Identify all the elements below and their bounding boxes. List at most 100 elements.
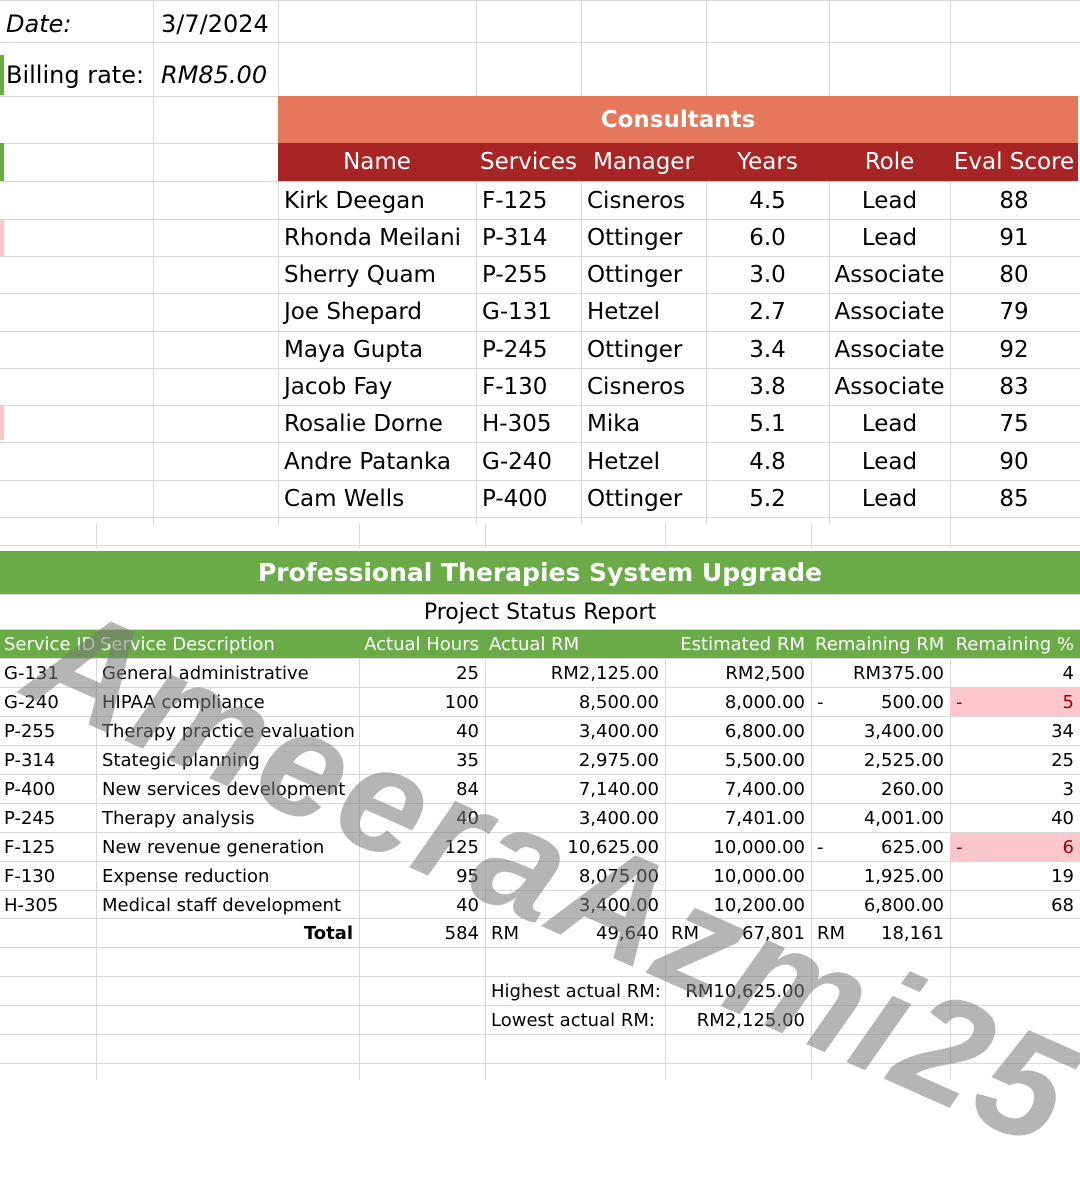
estimated-rm[interactable]: 8,000.00 — [724, 691, 805, 713]
consultants-cell[interactable]: Ottinger — [587, 262, 683, 289]
remaining-pct[interactable]: 68 — [1051, 894, 1074, 916]
service-id[interactable]: F-130 — [4, 865, 56, 887]
remaining-rm[interactable]: 6,800.00 — [863, 894, 944, 916]
actual-hours[interactable]: 40 — [456, 894, 479, 916]
service-description[interactable]: Stategic planning — [102, 749, 260, 771]
consultants-cell[interactable]: Sherry Quam — [284, 262, 436, 289]
actual-hours[interactable]: 40 — [456, 807, 479, 829]
actual-rm[interactable]: 8,500.00 — [578, 691, 659, 713]
remaining-rm[interactable]: 4,001.00 — [863, 807, 944, 829]
actual-rm[interactable]: 3,400.00 — [578, 720, 659, 742]
consultants-cell[interactable]: Ottinger — [587, 336, 683, 363]
actual-rm[interactable]: 10,625.00 — [567, 836, 659, 858]
consultants-cell[interactable]: 4.8 — [749, 448, 786, 475]
consultants-col-header[interactable]: Manager — [581, 143, 706, 181]
remaining-pct[interactable]: 6 — [980, 833, 1080, 861]
consultants-cell[interactable]: 88 — [999, 187, 1029, 214]
total-hours[interactable]: 584 — [444, 922, 479, 944]
consultants-cell[interactable]: Maya Gupta — [284, 336, 424, 363]
remaining-rm[interactable]: 625.00 — [881, 836, 944, 858]
service-description[interactable]: New revenue generation — [102, 836, 325, 858]
remaining-rm[interactable]: 2,525.00 — [863, 749, 944, 771]
estimated-rm[interactable]: 6,800.00 — [724, 720, 805, 742]
consultants-cell[interactable]: F-130 — [482, 374, 548, 400]
service-id[interactable]: P-400 — [4, 778, 56, 800]
actual-hours[interactable]: 100 — [444, 691, 479, 713]
consultants-cell[interactable]: Kirk Deegan — [284, 187, 425, 214]
consultants-cell[interactable]: Rhonda Meilani — [284, 224, 462, 251]
project-col-header[interactable]: Service ID — [0, 630, 96, 658]
consultants-cell[interactable]: Lead — [861, 224, 918, 251]
actual-hours[interactable]: 40 — [456, 720, 479, 742]
date-value[interactable]: 3/7/2024 — [161, 10, 269, 38]
remaining-rm[interactable]: 260.00 — [881, 778, 944, 800]
consultants-cell[interactable]: Lead — [861, 411, 918, 438]
consultants-cell[interactable]: Cisneros — [587, 187, 686, 214]
remaining-pct[interactable]: 3 — [1062, 778, 1074, 800]
consultants-cell[interactable]: 83 — [999, 374, 1029, 400]
consultants-cell[interactable]: 79 — [999, 299, 1029, 326]
lowest-actual-value[interactable]: RM2,125.00 — [696, 1009, 805, 1031]
consultants-col-header[interactable]: Years — [706, 143, 829, 181]
actual-rm[interactable]: 3,400.00 — [578, 807, 659, 829]
service-description[interactable]: HIPAA compliance — [102, 691, 265, 713]
consultants-cell[interactable]: 92 — [999, 336, 1029, 363]
consultants-cell[interactable]: Ottinger — [587, 224, 683, 251]
consultants-cell[interactable]: P-245 — [482, 336, 548, 363]
consultants-col-header[interactable]: Role — [829, 143, 950, 181]
total-estimated[interactable]: 67,801 — [742, 922, 805, 944]
consultants-cell[interactable]: 3.4 — [749, 336, 786, 363]
consultants-cell[interactable]: Associate — [834, 374, 945, 400]
estimated-rm[interactable]: 7,401.00 — [724, 807, 805, 829]
consultants-cell[interactable]: 90 — [999, 448, 1029, 475]
consultants-cell[interactable]: H-305 — [482, 411, 552, 438]
actual-rm[interactable]: 3,400.00 — [578, 894, 659, 916]
consultants-cell[interactable]: Cisneros — [587, 374, 686, 400]
consultants-cell[interactable]: Lead — [861, 187, 918, 214]
consultants-cell[interactable]: 4.5 — [749, 187, 786, 214]
actual-rm[interactable]: 2,975.00 — [578, 749, 659, 771]
consultants-cell[interactable]: G-240 — [482, 448, 553, 475]
consultants-cell[interactable]: 5.1 — [749, 411, 786, 438]
consultants-cell[interactable]: Cam Wells — [284, 485, 405, 512]
service-description[interactable]: Medical staff development — [102, 894, 342, 916]
remaining-rm[interactable]: 1,925.00 — [863, 865, 944, 887]
remaining-rm[interactable]: RM375.00 — [852, 662, 944, 684]
consultants-cell[interactable]: Associate — [834, 299, 945, 326]
project-col-header[interactable]: Actual RM — [485, 630, 665, 658]
consultants-col-header[interactable]: Eval Score — [950, 143, 1078, 181]
service-id[interactable]: P-314 — [4, 749, 56, 771]
consultants-col-header[interactable]: Name — [278, 143, 476, 181]
consultants-cell[interactable]: Mika — [587, 411, 641, 438]
consultants-cell[interactable]: Lead — [861, 448, 918, 475]
estimated-rm[interactable]: 7,400.00 — [724, 778, 805, 800]
service-id[interactable]: F-125 — [4, 836, 56, 858]
consultants-cell[interactable]: P-255 — [482, 262, 548, 289]
consultants-cell[interactable]: Ottinger — [587, 485, 683, 512]
consultants-cell[interactable]: Jacob Fay — [284, 374, 393, 400]
consultants-cell[interactable]: Associate — [834, 336, 945, 363]
actual-hours[interactable]: 25 — [456, 662, 479, 684]
estimated-rm[interactable]: RM2,500 — [725, 662, 805, 684]
remaining-pct[interactable]: 5 — [980, 688, 1080, 716]
estimated-rm[interactable]: 10,000.00 — [713, 865, 805, 887]
consultants-col-header[interactable]: Services — [476, 143, 581, 181]
service-id[interactable]: G-240 — [4, 691, 59, 713]
consultants-cell[interactable]: Rosalie Dorne — [284, 411, 443, 438]
consultants-cell[interactable]: Joe Shepard — [284, 299, 422, 326]
project-col-header[interactable]: Estimated RM — [665, 630, 811, 658]
remaining-pct[interactable]: 34 — [1051, 720, 1074, 742]
highest-actual-value[interactable]: RM10,625.00 — [685, 980, 805, 1002]
actual-rm[interactable]: 8,075.00 — [578, 865, 659, 887]
project-col-header[interactable]: Service Description — [96, 630, 359, 658]
service-id[interactable]: P-255 — [4, 720, 56, 742]
service-description[interactable]: Therapy practice evaluation — [102, 720, 355, 742]
consultants-cell[interactable]: 85 — [999, 485, 1029, 512]
consultants-cell[interactable]: Hetzel — [587, 299, 661, 326]
actual-hours[interactable]: 35 — [456, 749, 479, 771]
actual-rm[interactable]: 7,140.00 — [578, 778, 659, 800]
service-description[interactable]: General administrative — [102, 662, 309, 684]
service-id[interactable]: P-245 — [4, 807, 56, 829]
remaining-pct[interactable]: 25 — [1051, 749, 1074, 771]
service-description[interactable]: New services development — [102, 778, 346, 800]
